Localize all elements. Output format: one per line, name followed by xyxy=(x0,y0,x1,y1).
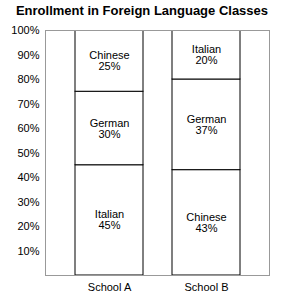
svg-text:Chinese25%: Chinese25% xyxy=(89,49,129,72)
svg-text:School A: School A xyxy=(88,281,132,293)
html-text:Enrollment in Foreign Language: Enrollment in Foreign Language Classes xyxy=(15,3,268,18)
svg-text:40%: 40% xyxy=(17,171,39,183)
svg-text:German37%: German37% xyxy=(187,113,227,136)
svg-text:German30%: German30% xyxy=(90,117,130,140)
svg-text:50%: 50% xyxy=(17,147,39,159)
svg-text:Italian20%: Italian20% xyxy=(192,43,221,66)
svg-text:60%: 60% xyxy=(17,122,39,134)
svg-text:80%: 80% xyxy=(17,73,39,85)
svg-text:70%: 70% xyxy=(17,98,39,110)
svg-text:100%: 100% xyxy=(11,24,39,36)
svg-text:School B: School B xyxy=(184,281,228,293)
svg-text:90%: 90% xyxy=(17,49,39,61)
svg-text:10%: 10% xyxy=(17,245,39,257)
svg-text:30%: 30% xyxy=(17,196,39,208)
svg-text:20%: 20% xyxy=(17,220,39,232)
svg-text:Italian45%: Italian45% xyxy=(95,208,124,231)
svg-text:Chinese43%: Chinese43% xyxy=(186,211,226,234)
